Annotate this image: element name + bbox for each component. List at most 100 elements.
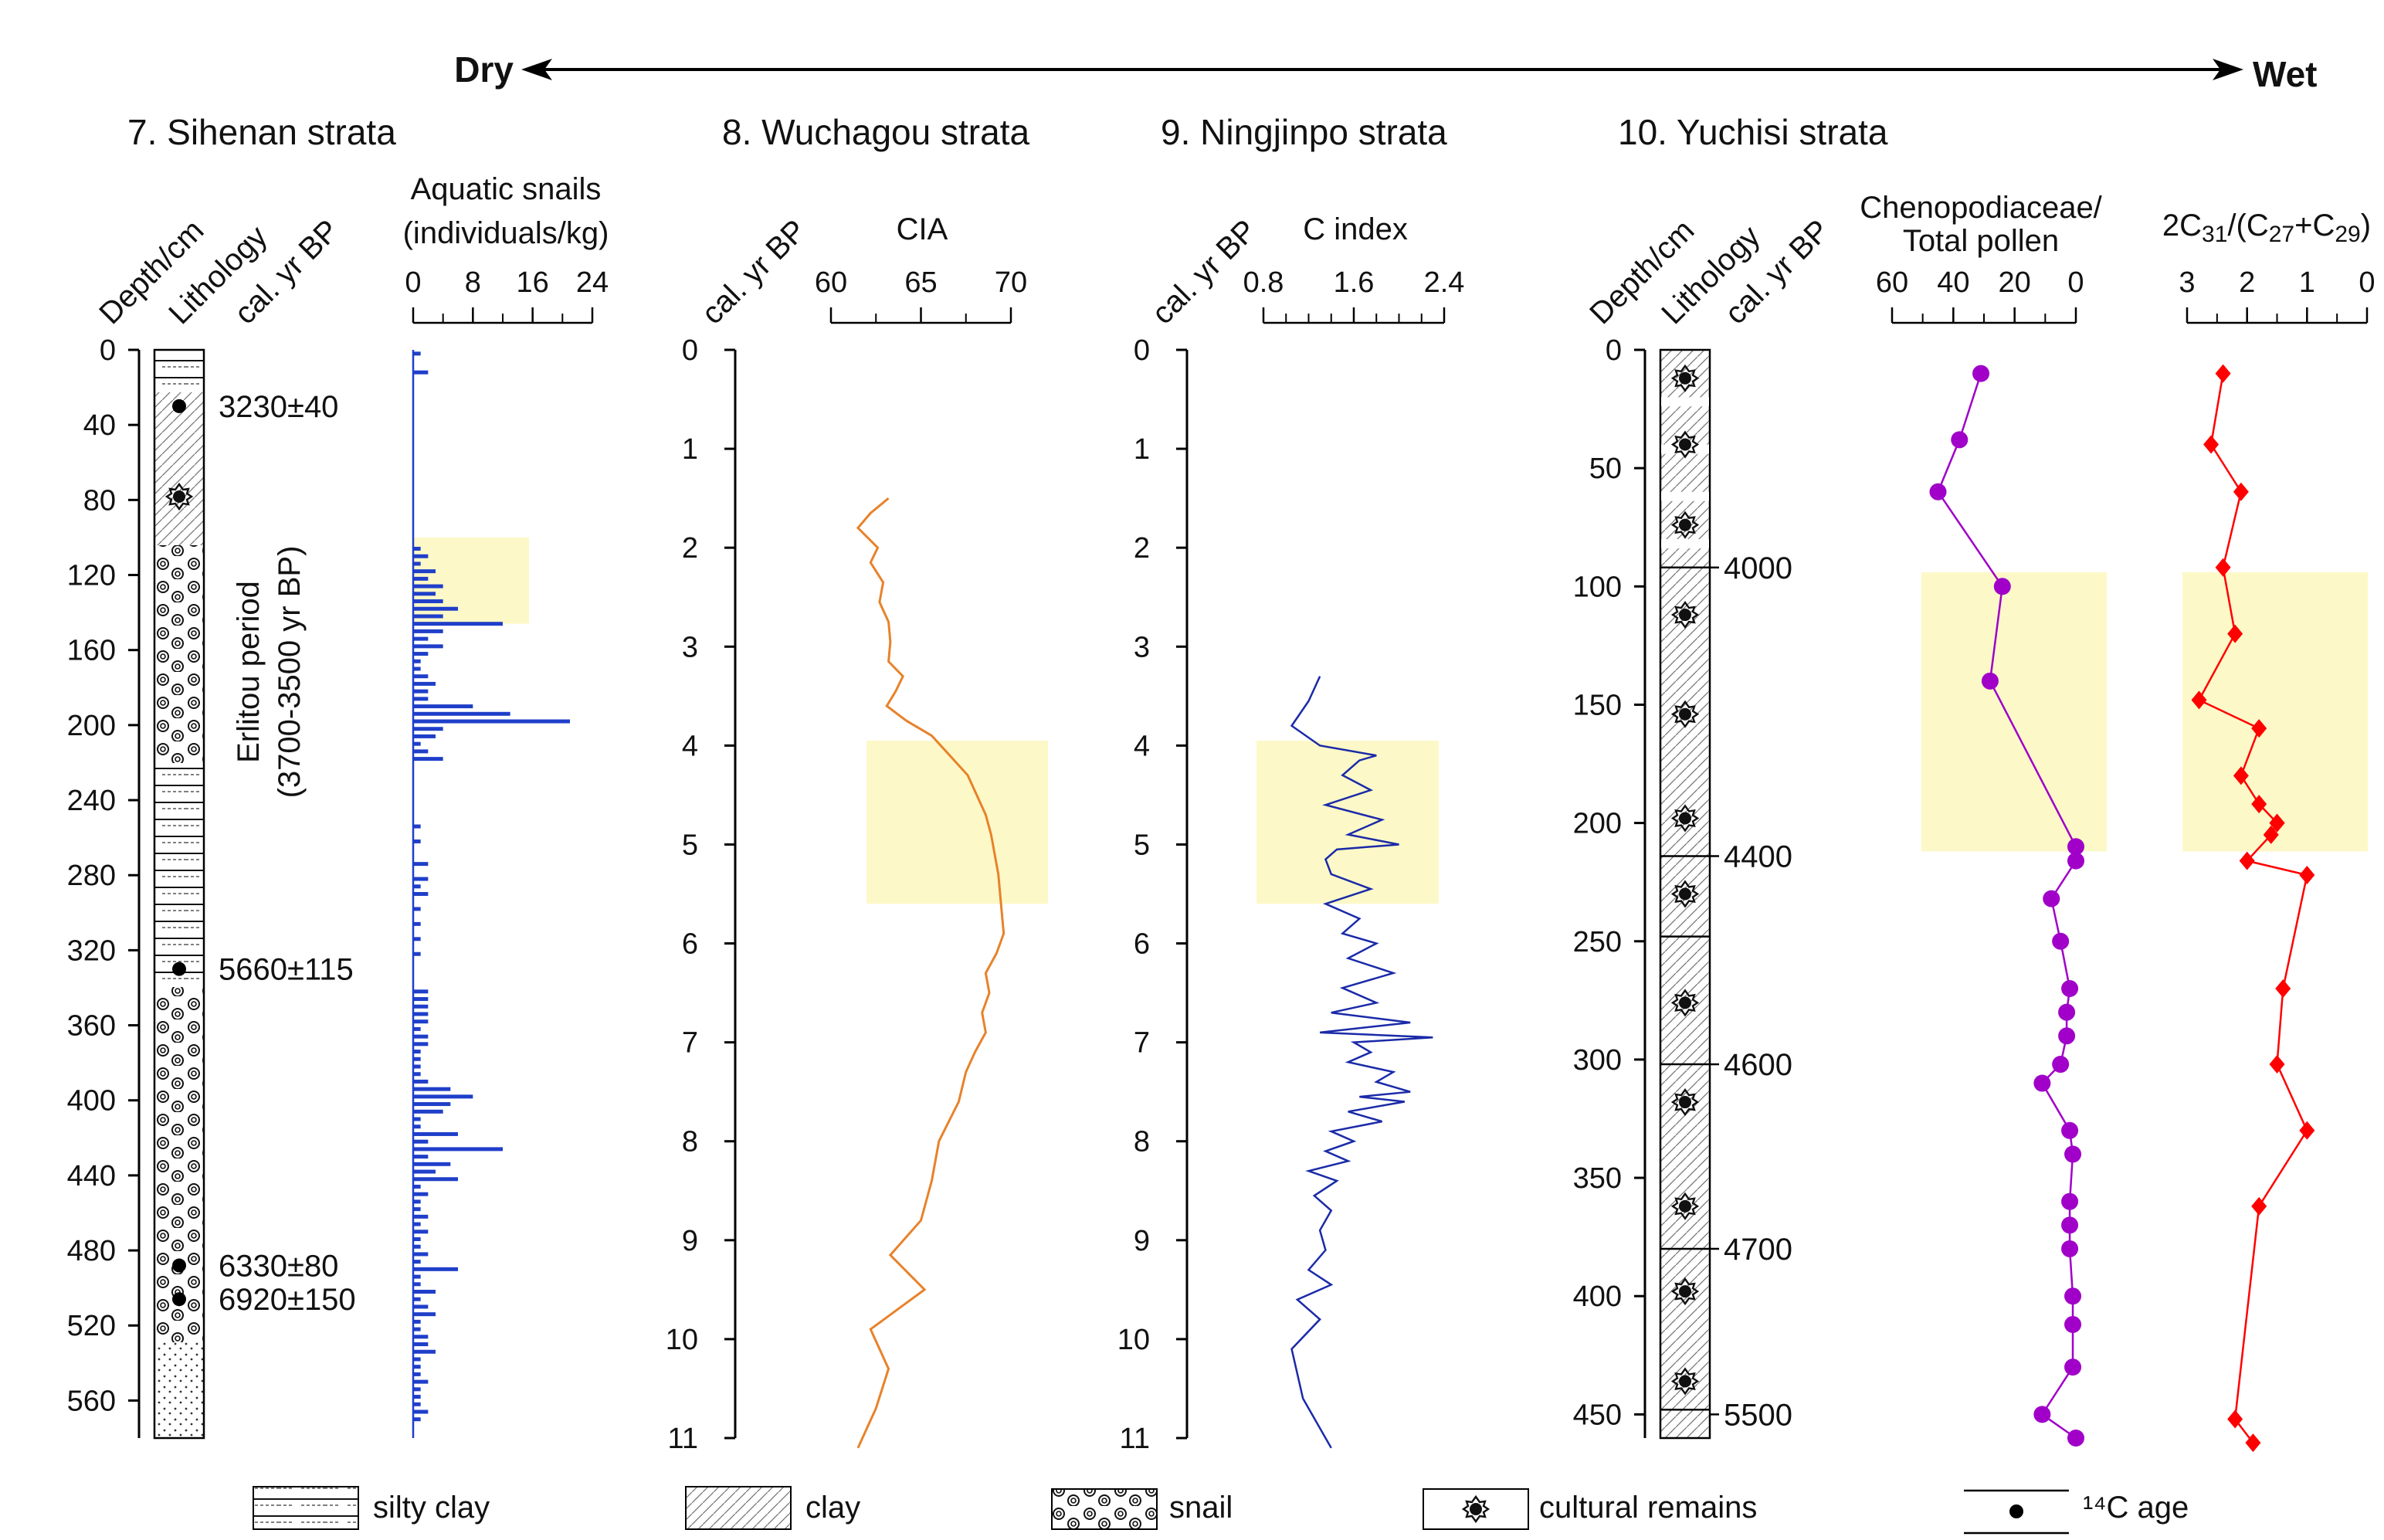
alkane-x-tick-label: 0 (2359, 266, 2375, 299)
snail-bar (413, 1417, 421, 1422)
snail-bar (413, 1304, 429, 1309)
age-label: 4600 (1724, 1048, 1792, 1082)
pollen-point (1993, 578, 2011, 595)
depth-tick-label: 200 (1573, 808, 1622, 840)
alkane-wet-highlight (2182, 572, 2368, 852)
snail-bar (413, 1177, 458, 1182)
age-tick-label: 7 (1134, 1027, 1150, 1060)
alkane-point (2245, 1433, 2261, 1453)
depth-tick-label: 40 (83, 409, 116, 442)
snail-bar (413, 1026, 421, 1031)
pollen-point (2058, 1027, 2076, 1045)
snail-bar (413, 629, 443, 633)
panel-yuchisi: Depth/cm Lithology cal. yr BP Chenopodia… (1573, 191, 2376, 1453)
site-title-yuchisi: 10. Yuchisi strata (1618, 112, 1888, 152)
snail-bar (413, 1042, 429, 1046)
c14-date-label: 5660±115 (219, 953, 354, 987)
pollen-point (2043, 890, 2060, 907)
legend-label: ¹⁴C age (2083, 1491, 2189, 1525)
snail-bar (413, 667, 421, 671)
snail-bar (413, 884, 421, 889)
snail-bar (413, 921, 421, 926)
depth-tick-label: 450 (1573, 1399, 1622, 1431)
pollen-header-line1: Chenopodiaceae/ (1860, 191, 2102, 225)
depth-tick-label: 400 (1573, 1281, 1622, 1313)
site-title-wuchagou: 8. Wuchagou strata (722, 112, 1029, 152)
snail-bar (413, 1252, 429, 1257)
age-tick-label: 4 (682, 730, 698, 762)
snail-bar (413, 1409, 429, 1414)
age-tick-label: 1 (1134, 433, 1150, 466)
yuchisi-depth-axis: 0 50 100 150 200 250 300 350 400 450 (1573, 334, 1646, 1438)
snail-bar (413, 1267, 458, 1271)
silty-band (1661, 397, 1709, 407)
snails-chart: 0 8 16 24 (405, 266, 609, 1438)
snail-bar (413, 824, 421, 829)
snail-bar (413, 1395, 421, 1399)
pollen-point (2064, 1359, 2082, 1376)
pollen-point (1951, 431, 1969, 449)
pollen-wet-highlight (1921, 572, 2107, 852)
age-tick-label: 6 (682, 928, 698, 961)
snail-bar (413, 1207, 421, 1212)
pollen-point (2064, 1145, 2082, 1163)
litho-silty-clay-top (154, 350, 204, 392)
depth-tick-label: 100 (1573, 571, 1622, 603)
cia-line (856, 497, 1005, 1449)
snail-bar (413, 1117, 421, 1121)
snail-bar (413, 1012, 429, 1016)
depth-tick-label: 520 (67, 1310, 116, 1342)
depth-tick-label: 320 (67, 935, 116, 967)
snails-x-tick-label: 8 (465, 266, 481, 299)
snail-bar (413, 1312, 436, 1317)
snail-bar (413, 554, 429, 558)
litho-clay-upper (154, 392, 204, 545)
snail-bar (413, 1199, 421, 1204)
c14-age-dot-icon (172, 399, 186, 413)
age-tick-label: 1 (682, 433, 698, 466)
snail-bar (413, 937, 421, 941)
depth-tick-label: 0 (100, 334, 116, 367)
pollen-x-tick-label: 0 (2067, 266, 2084, 299)
snail-bar (413, 1402, 421, 1406)
snail-bar (413, 1335, 429, 1339)
depth-tick-label: 300 (1573, 1044, 1622, 1077)
age-tick-label: 11 (668, 1423, 698, 1455)
pollen-point (2061, 980, 2079, 998)
pollen-point (2033, 1074, 2051, 1092)
legend-item-clay: clay (685, 1486, 860, 1530)
snail-bar (413, 741, 421, 746)
depth-tick-label: 360 (67, 1010, 116, 1043)
depth-tick-label: 560 (67, 1385, 116, 1417)
depth-tick-label: 80 (83, 484, 116, 517)
cia-x-tick-label: 70 (995, 266, 1027, 299)
dry-wet-gradient: Dry Wet (454, 49, 2317, 94)
sihenan-depth-axis: 0 40 80 120 160 200 240 280 320 360 400 440 480 520 56… (67, 334, 141, 1438)
snail-bar (413, 1236, 421, 1241)
c14-date-label: 3230±40 (219, 390, 338, 424)
alkane-point (2203, 435, 2220, 454)
period-label-line2: (3700-3500 yr BP) (273, 546, 307, 799)
arrow-right-icon (2213, 59, 2243, 80)
c14-age-dot-icon (172, 1292, 186, 1307)
alkane-x-tick-label: 3 (2179, 266, 2195, 299)
legend-item-c14: ¹⁴C age (1964, 1489, 2189, 1535)
snail-bar (413, 584, 443, 589)
snails-x-tick-label: 0 (405, 266, 421, 299)
depth-tick-label: 160 (67, 635, 116, 667)
cia-x-tick-label: 65 (904, 266, 937, 299)
pollen-point (2061, 1240, 2079, 1257)
litho-sandy-base (154, 1342, 204, 1438)
age-tick-label: 3 (682, 631, 698, 663)
sihenan-lithology-column (153, 348, 205, 1440)
snail-bar (413, 907, 421, 911)
litho-snail-upper (154, 545, 204, 763)
silty-clay-swatch (253, 1486, 359, 1530)
age-tick-label: 9 (682, 1225, 698, 1257)
alkane-chart: 3 2 1 0 (2179, 266, 2376, 1453)
depth-tick-label: 440 (67, 1160, 116, 1192)
pollen-point (2064, 1287, 2082, 1305)
snail-bar (413, 1297, 421, 1301)
depth-tick-label: 50 (1589, 453, 1622, 485)
alkane-point (2269, 813, 2285, 833)
